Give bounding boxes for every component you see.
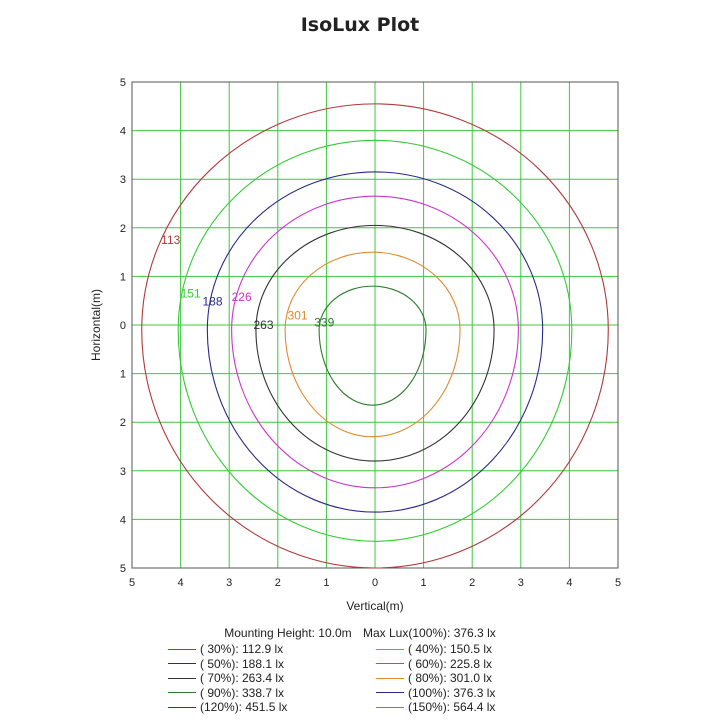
legend-swatch bbox=[168, 663, 196, 665]
legend-text: ( 90%): 338.7 lx bbox=[200, 685, 285, 700]
legend-item: ( 70%): 263.4 lx bbox=[168, 671, 376, 686]
mounting-height: Mounting Height: 10.0m bbox=[224, 626, 352, 640]
legend-text: ( 60%): 225.8 lx bbox=[408, 656, 493, 671]
contour-label: 226 bbox=[232, 290, 252, 304]
contour-label: 113 bbox=[161, 233, 180, 247]
contour-label: 188 bbox=[202, 295, 222, 309]
legend-swatch bbox=[376, 692, 404, 694]
y-tick-label: 3 bbox=[120, 174, 126, 186]
y-tick-label: 0 bbox=[120, 320, 126, 332]
legend-text: ( 30%): 112.9 lx bbox=[200, 642, 284, 657]
max-lux: Max Lux(100%): 376.3 lx bbox=[363, 626, 496, 640]
legend-item: ( 60%): 225.8 lx bbox=[376, 657, 568, 672]
plot-grid bbox=[131, 81, 619, 569]
legend-swatch bbox=[168, 677, 196, 679]
legend-item: (150%): 564.4 lx bbox=[376, 700, 568, 715]
contour-226 bbox=[231, 195, 519, 489]
legend-swatch bbox=[376, 677, 404, 679]
legend-text: ( 40%): 150.5 lx bbox=[408, 642, 493, 657]
legend-swatch bbox=[376, 663, 404, 665]
x-tick-label: 5 bbox=[129, 577, 135, 589]
x-tick-label: 4 bbox=[178, 577, 184, 589]
legend-swatch bbox=[168, 692, 196, 694]
contour-263 bbox=[255, 224, 495, 462]
legend-item: ( 80%): 301.0 lx bbox=[376, 671, 568, 686]
y-axis-label: Horizontal(m) bbox=[89, 289, 103, 361]
legend-swatch bbox=[168, 706, 196, 708]
contour-label: 263 bbox=[254, 318, 274, 332]
legend-item: ( 30%): 112.9 lx bbox=[168, 642, 376, 657]
legend-item: (120%): 451.5 lx bbox=[168, 700, 376, 715]
contour-339 bbox=[318, 285, 427, 406]
legend-text: ( 50%): 188.1 lx bbox=[200, 656, 285, 671]
legend-swatch bbox=[376, 648, 404, 650]
x-tick-label: 5 bbox=[615, 577, 621, 589]
contour-113 bbox=[141, 103, 609, 569]
legend-text: ( 80%): 301.0 lx bbox=[408, 671, 493, 686]
y-tick-label: 2 bbox=[120, 417, 126, 429]
legend-swatch bbox=[376, 706, 404, 708]
legend-item: ( 40%): 150.5 lx bbox=[376, 642, 568, 657]
contour-label: 301 bbox=[288, 308, 308, 322]
legend-text: (120%): 451.5 lx bbox=[200, 700, 288, 715]
x-tick-label: 1 bbox=[421, 577, 427, 589]
contour-label: 151 bbox=[181, 286, 201, 300]
y-tick-label: 4 bbox=[120, 514, 126, 526]
y-tick-label: 5 bbox=[120, 563, 126, 575]
y-tick-label: 3 bbox=[120, 466, 126, 478]
x-tick-label: 3 bbox=[518, 577, 524, 589]
y-tick-label: 2 bbox=[120, 223, 126, 235]
y-tick-label: 1 bbox=[120, 369, 126, 381]
x-tick-label: 2 bbox=[469, 577, 475, 589]
y-tick-label: 5 bbox=[120, 77, 126, 89]
x-tick-label: 3 bbox=[226, 577, 232, 589]
contour-lines bbox=[141, 103, 609, 569]
legend-text: (150%): 564.4 lx bbox=[408, 700, 496, 715]
legend-swatch bbox=[168, 648, 196, 650]
plot-meta: Mounting Height: 10.0m Max Lux(100%): 37… bbox=[0, 626, 720, 640]
legend-text: (100%): 376.3 lx bbox=[408, 685, 496, 700]
legend-item: ( 90%): 338.7 lx bbox=[168, 686, 376, 701]
contour-151 bbox=[177, 139, 573, 542]
legend-text: ( 70%): 263.4 lx bbox=[200, 671, 285, 686]
y-tick-label: 1 bbox=[120, 271, 126, 283]
contour-301 bbox=[284, 251, 461, 438]
legend-item: ( 50%): 188.1 lx bbox=[168, 657, 376, 672]
x-tick-label: 4 bbox=[566, 577, 572, 589]
contour-188 bbox=[206, 171, 544, 513]
y-axis-ticks: 5 4 3 2 1 0 1 2 3 4 5 bbox=[120, 77, 126, 575]
legend-item: (100%): 376.3 lx bbox=[376, 686, 568, 701]
contour-label: 339 bbox=[314, 316, 334, 330]
x-tick-label: 0 bbox=[372, 577, 378, 589]
legend: ( 30%): 112.9 lx ( 40%): 150.5 lx ( 50%): … bbox=[168, 642, 568, 715]
y-tick-label: 4 bbox=[120, 126, 126, 138]
x-tick-label: 2 bbox=[275, 577, 281, 589]
x-axis-ticks: 5 4 3 2 1 0 1 2 3 4 5 bbox=[129, 577, 621, 589]
x-axis-label: Vertical(m) bbox=[346, 599, 403, 613]
chart-title: IsoLux Plot bbox=[300, 14, 420, 36]
x-tick-label: 1 bbox=[323, 577, 329, 589]
